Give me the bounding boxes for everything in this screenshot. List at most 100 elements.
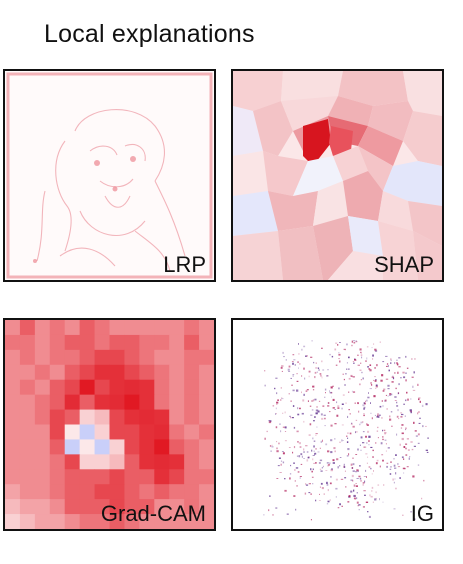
ig-speck xyxy=(374,348,377,351)
ig-speck xyxy=(413,445,416,447)
grad-cam-cell xyxy=(109,320,125,336)
grad-cam-cell xyxy=(139,514,155,529)
grad-cam-cell xyxy=(49,409,66,425)
ig-speck xyxy=(314,398,317,401)
ig-speck xyxy=(369,369,372,372)
ig-speck xyxy=(347,432,349,434)
ig-speck xyxy=(352,376,355,378)
ig-speck xyxy=(354,498,356,500)
ig-speck xyxy=(417,464,420,466)
ig-speck xyxy=(310,356,313,358)
ig-speck xyxy=(292,405,295,407)
ig-speck xyxy=(319,459,323,462)
ig-speck xyxy=(384,399,387,402)
ig-speck xyxy=(325,470,328,471)
ig-speck xyxy=(311,400,313,402)
ig-speck xyxy=(412,389,416,391)
ig-speck xyxy=(387,388,390,390)
ig-speck xyxy=(355,431,356,434)
ig-speck xyxy=(360,449,362,451)
ig-speck xyxy=(387,447,390,449)
ig-speck xyxy=(269,420,272,422)
grad-cam-cell xyxy=(154,394,170,411)
ig-speck xyxy=(395,487,397,490)
ig-speck xyxy=(264,384,266,387)
ig-speck xyxy=(389,415,391,418)
grad-cam-cell xyxy=(79,499,96,515)
ig-speck xyxy=(288,393,290,395)
grad-cam-cell xyxy=(169,364,185,381)
ig-speck xyxy=(362,506,365,508)
ig-speck xyxy=(394,372,396,374)
ig-speck xyxy=(334,348,337,351)
grad-cam-cell xyxy=(64,349,81,366)
ig-speck xyxy=(377,437,379,439)
grad-cam-cell xyxy=(184,514,200,529)
ig-speck xyxy=(336,401,338,404)
ig-speck xyxy=(350,374,353,377)
grad-cam-cell xyxy=(49,484,66,500)
grad-cam-cell xyxy=(19,484,36,500)
ig-speck xyxy=(401,424,404,426)
ig-speck xyxy=(409,409,412,412)
ig-speck xyxy=(368,435,371,438)
ig-speck xyxy=(327,405,330,407)
grad-cam-cell xyxy=(79,320,96,336)
grad-cam-cell xyxy=(139,320,155,336)
grad-cam-cell xyxy=(94,379,110,396)
ig-speck xyxy=(305,355,307,357)
ig-speck xyxy=(362,405,364,407)
ig-speck xyxy=(389,393,392,395)
ig-speck xyxy=(384,439,387,441)
ig-speck xyxy=(315,362,317,364)
ig-speck xyxy=(311,449,313,452)
ig-speck xyxy=(393,508,396,510)
ig-speck xyxy=(387,395,389,397)
grad-cam-cell xyxy=(19,349,36,366)
ig-speck xyxy=(374,376,376,378)
ig-speck xyxy=(298,455,301,458)
ig-speck xyxy=(339,360,341,363)
grad-cam-cell xyxy=(79,514,96,529)
ig-speck xyxy=(360,354,363,356)
ig-speck xyxy=(367,366,369,368)
grad-cam-cell xyxy=(5,439,21,455)
ig-speck xyxy=(355,454,358,455)
ig-speck xyxy=(406,391,408,394)
grad-cam-cell xyxy=(79,484,96,500)
ig-speck xyxy=(385,378,389,380)
grad-cam-cell xyxy=(94,320,110,336)
ig-speck xyxy=(346,455,349,457)
grad-cam-cell xyxy=(64,379,81,396)
ig-speck xyxy=(283,356,285,358)
grad-cam-cell xyxy=(64,334,81,351)
ig-speck xyxy=(374,498,377,501)
ig-speck xyxy=(339,441,341,443)
grad-cam-cell xyxy=(34,379,51,396)
ig-speck xyxy=(386,365,388,367)
ig-speck xyxy=(290,377,292,379)
grad-cam-cell xyxy=(94,469,110,485)
grad-cam-cell xyxy=(5,349,21,366)
ig-speck xyxy=(397,466,401,468)
grad-cam-cell xyxy=(109,439,125,455)
ig-speck xyxy=(422,425,424,428)
grad-cam-cell xyxy=(34,469,51,485)
ig-speck xyxy=(377,426,379,429)
ig-speck xyxy=(333,447,336,450)
ig-speck xyxy=(334,450,336,453)
ig-speck xyxy=(347,437,349,439)
grad-cam-cell xyxy=(199,379,214,396)
ig-speck xyxy=(282,426,285,428)
ig-speck xyxy=(403,446,406,448)
grad-cam-cell xyxy=(19,320,36,336)
ig-speck xyxy=(398,357,401,359)
grad-cam-cell xyxy=(109,469,125,485)
ig-speck xyxy=(288,447,291,448)
ig-speck xyxy=(415,435,418,437)
ig-speck xyxy=(379,405,382,408)
ig-speck xyxy=(312,385,314,388)
ig-speck xyxy=(274,387,276,390)
ig-speck xyxy=(292,362,294,365)
ig-speck xyxy=(299,476,302,477)
